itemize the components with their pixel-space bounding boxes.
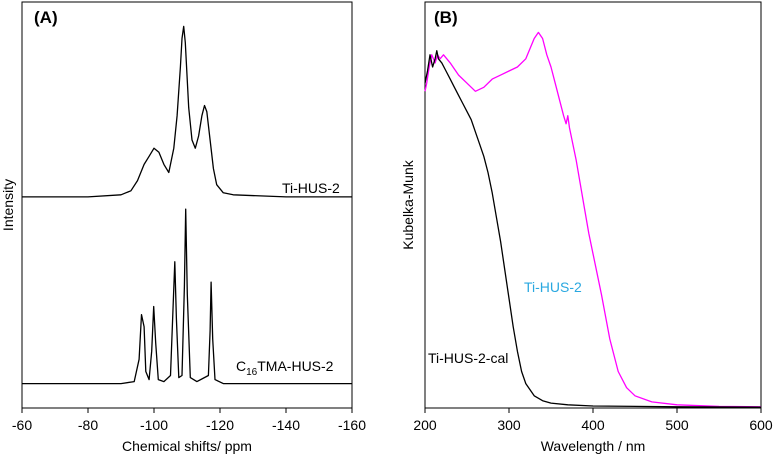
panel-a-x-tick-label: -100 (140, 417, 168, 433)
panel-b-y-axis-title: Kubelka-Munk (400, 159, 416, 249)
panel-b-x-axis-title: Wavelength / nm (541, 438, 646, 454)
panel-a-annotation-c16tma-hus-2: C16TMA-HUS-2 (236, 358, 334, 378)
panel-b-series (424, 31, 762, 408)
panel-a-annotation-ti-hus-2: Ti-HUS-2 (282, 180, 340, 196)
panel-b-annotation-ti-hus-2: Ti-HUS-2 (524, 279, 582, 295)
panel-a-x-axis-title: Chemical shifts/ ppm (122, 438, 252, 454)
panel-a-x-tick-label: -80 (78, 417, 98, 433)
panel-a-x-tick-label: -140 (272, 417, 300, 433)
panel-a-x-tick-label: -120 (206, 417, 234, 433)
panel-b-x-ticks (424, 408, 762, 413)
panel-a-x-ticks (21, 408, 353, 413)
annotation-rest: TMA-HUS-2 (257, 358, 333, 374)
panel-b: (B) 200 300 400 500 600 Wavelength / nm Kube… (400, 1, 773, 454)
panel-b-x-tick-label: 500 (665, 417, 689, 433)
panel-b-label: (B) (434, 8, 458, 27)
panel-b-frame (424, 1, 762, 409)
panel-b-series-ti-hus-2 (424, 31, 762, 408)
panel-a-series-ti-hus-2 (22, 25, 352, 198)
annotation-subscript: 16 (246, 367, 258, 378)
panel-a-x-tick-label: -160 (338, 417, 366, 433)
panel-a-series (22, 25, 352, 385)
panel-b-x-tick-label: 200 (413, 417, 437, 433)
panel-b-x-tick-label: 400 (581, 417, 605, 433)
panel-a-frame (21, 1, 353, 409)
panel-a-x-tick-labels: -60 -80 -100 -120 -140 -160 (12, 417, 366, 433)
panel-a-label: (A) (34, 8, 58, 27)
panel-a-series-c16tma-hus-2 (22, 208, 352, 385)
panel-a-y-axis-title: Intensity (0, 179, 16, 231)
panel-b-annotation-ti-hus-2-cal: Ti-HUS-2-cal (428, 350, 508, 366)
panel-b-series-ti-hus-2-cal (424, 50, 762, 408)
panel-b-x-tick-label: 600 (749, 417, 773, 433)
panel-b-x-tick-label: 300 (497, 417, 521, 433)
panel-a: (A) -60 -80 -100 -120 -140 -160 Chemical shif… (0, 1, 366, 454)
panel-b-x-tick-labels: 200 300 400 500 600 (413, 417, 773, 433)
panel-a-x-tick-label: -60 (12, 417, 32, 433)
annotation-c: C (236, 358, 246, 374)
